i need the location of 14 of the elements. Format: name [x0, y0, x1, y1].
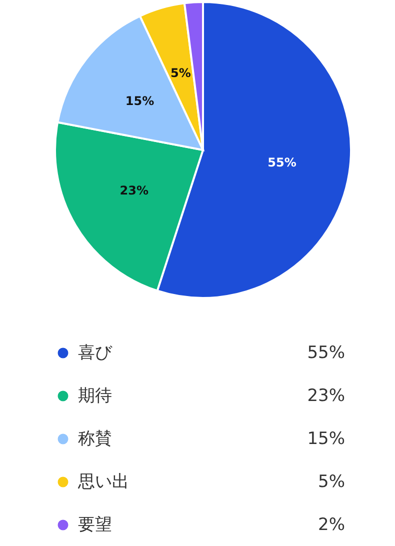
- text: 5%: [318, 472, 345, 492]
- data-label: 2%: [318, 515, 345, 535]
- text: 23%: [307, 386, 345, 406]
- data-label: 23%: [120, 184, 149, 198]
- legend-label: 思い出: [77, 472, 129, 492]
- text: 55%: [307, 343, 345, 363]
- data-label: 5%: [170, 66, 191, 80]
- text: 15%: [307, 429, 345, 449]
- legend-label: 喜び: [78, 343, 113, 363]
- legend-label: 要望: [78, 515, 112, 535]
- legend-label: 称賛: [78, 429, 112, 449]
- legend-label: 期待: [78, 386, 112, 406]
- data-label: 55%: [268, 156, 296, 170]
- data-label: 15%: [125, 94, 154, 108]
